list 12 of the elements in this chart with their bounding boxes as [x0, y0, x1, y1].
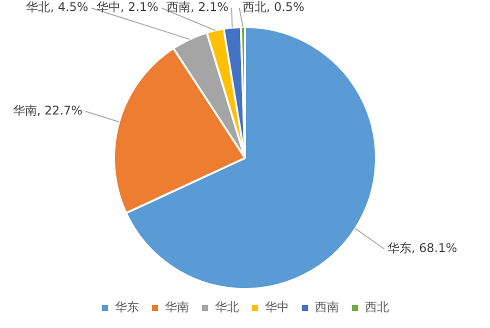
- data-label: 华东, 68.1%: [387, 241, 458, 256]
- legend-label: 西南: [315, 300, 339, 314]
- legend-label: 西北: [365, 300, 389, 314]
- legend-label: 华东: [115, 300, 139, 314]
- legend-label: 华南: [165, 300, 189, 314]
- data-label: 华南, 22.7%: [12, 103, 83, 118]
- data-label: 西南, 2.1%: [166, 0, 229, 14]
- legend-label: 华中: [265, 300, 289, 314]
- data-label: 华中, 2.1%: [96, 0, 158, 14]
- data-label: 华北, 4.5%: [26, 0, 88, 14]
- data-label: 西北, 0.5%: [242, 0, 304, 14]
- legend-label: 华北: [215, 300, 239, 314]
